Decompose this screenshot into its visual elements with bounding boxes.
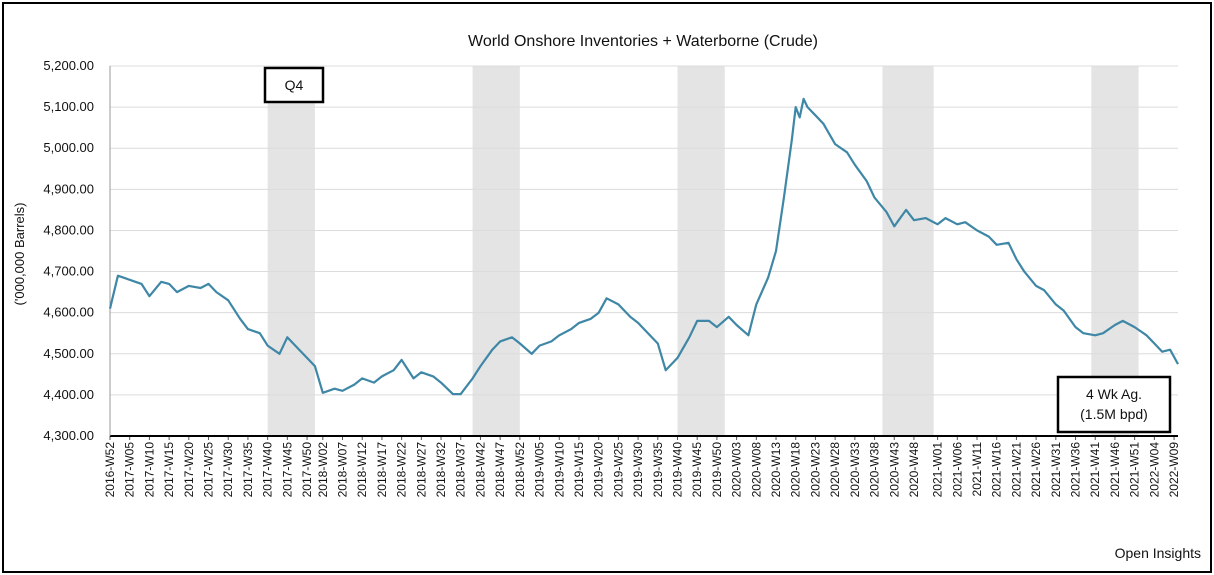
x-tick-label: 2018-W12: [355, 442, 369, 498]
x-tick-label: 2021-W01: [931, 442, 945, 498]
x-tick-label: 2020-W33: [848, 442, 862, 498]
horizontal-gridlines: [110, 65, 1178, 437]
x-tick-label: 2018-W22: [395, 442, 409, 498]
x-tick-label: 2017-W10: [142, 442, 156, 498]
y-tick-label: 4,900.00: [43, 181, 94, 196]
x-tick-label: 2020-W48: [907, 442, 921, 498]
x-tick-label: 2020-W43: [887, 442, 901, 498]
x-tick-label: 2020-W23: [808, 442, 822, 498]
x-tick-label: 2019-W30: [631, 442, 645, 498]
q4-annotation-label: Q4: [285, 77, 304, 93]
x-tick-label: 2018-W02: [316, 442, 330, 498]
x-tick-label: 2019-W45: [690, 442, 704, 498]
x-tick-label: 2021-W31: [1049, 442, 1063, 498]
y-tick-label: 5,100.00: [43, 99, 94, 114]
q4-shade-4: [1091, 66, 1139, 436]
x-tick-label: 2019-W05: [533, 442, 547, 498]
x-tick-label: 2018-W27: [414, 442, 428, 498]
x-tick-label: 2017-W35: [241, 442, 255, 498]
y-tick-label: 4,400.00: [43, 387, 94, 402]
y-tick-label: 5,000.00: [43, 140, 94, 155]
x-tick-label: 2019-W25: [611, 442, 625, 498]
y-tick-label: 4,300.00: [43, 428, 94, 443]
series-layer: [108, 97, 1179, 396]
x-tick-label: 2017-W40: [261, 442, 275, 498]
x-tick-label: 2021-W36: [1069, 442, 1083, 498]
x-tick-label: 2017-W50: [300, 442, 314, 498]
axes: [109, 66, 1178, 437]
x-tick-label: 2018-W47: [493, 442, 507, 498]
x-tick-label: 2017-W20: [182, 442, 196, 498]
x-tick-label: 2021-W46: [1108, 442, 1122, 498]
x-tick-label: 2017-W15: [162, 442, 176, 498]
y-tick-label: 4,600.00: [43, 305, 94, 320]
avg-annotation-line2: (1.5M bpd): [1080, 406, 1148, 422]
chart-title: World Onshore Inventories + Waterborne (…: [468, 33, 818, 50]
y-tick-label: 4,700.00: [43, 264, 94, 279]
x-tick-label: 2020-W13: [769, 442, 783, 498]
x-tick-label: 2019-W40: [670, 442, 684, 498]
x-tick-label: 2021-W21: [1009, 442, 1023, 498]
q4-shade-3: [882, 66, 934, 436]
x-tick-label: 2017-W30: [221, 442, 235, 498]
x-tick-label: 2021-W51: [1128, 442, 1142, 498]
x-tick-label: 2017-W25: [202, 442, 216, 498]
x-tick-label: 2018-W42: [473, 442, 487, 498]
x-tick-label: 2018-W07: [336, 442, 350, 498]
x-tick-label: 2018-W37: [454, 442, 468, 498]
q4-shade-1: [472, 66, 520, 436]
x-tick-label: 2019-W15: [572, 442, 586, 498]
x-tick-label: 2018-W17: [375, 442, 389, 498]
x-axis-tick-labels: 2016-W52 2017-W05 2017-W10 2017-W15 2017-W20…: [103, 436, 1181, 497]
x-tick-label: 2020-W38: [868, 442, 882, 498]
x-tick-label: 2020-W28: [828, 442, 842, 498]
x-tick-label: 2021-W41: [1088, 442, 1102, 498]
series-line-0: [108, 97, 1179, 396]
y-tick-label: 5,200.00: [43, 58, 94, 73]
x-tick-label: 2021-W16: [990, 442, 1004, 498]
q4-shade-2: [677, 66, 725, 436]
y-axis-label: ('000,000 Barrels): [12, 203, 27, 306]
x-tick-label: 2017-W05: [123, 442, 137, 498]
x-tick-label: 2021-W06: [950, 442, 964, 498]
y-tick-label: 4,500.00: [43, 346, 94, 361]
x-tick-label: 2016-W52: [103, 442, 117, 498]
avg-annotation-box: 4 Wk Ag. (1.5M bpd): [1056, 375, 1172, 434]
x-tick-label: 2017-W45: [280, 442, 294, 498]
source-label: Open Insights: [1115, 545, 1201, 561]
x-tick-label: 2020-W08: [749, 442, 763, 498]
x-tick-label: 2018-W52: [513, 442, 527, 498]
x-tick-label: 2019-W20: [592, 442, 606, 498]
q4-annotation-box: Q4: [263, 66, 325, 104]
x-tick-label: 2020-W18: [789, 442, 803, 498]
avg-annotation-line1: 4 Wk Ag.: [1086, 386, 1142, 402]
x-tick-label: 2019-W35: [651, 442, 665, 498]
x-tick-label: 2022-W09: [1167, 442, 1181, 498]
x-tick-label: 2018-W32: [434, 442, 448, 498]
y-tick-label: 4,800.00: [43, 222, 94, 237]
q4-shade-0: [267, 66, 315, 436]
y-axis-tick-labels: 4,300.00 4,400.00 4,500.00 4,600.00 4,700.00…: [43, 58, 94, 443]
x-tick-label: 2019-W50: [710, 442, 724, 498]
x-tick-label: 2020-W03: [730, 442, 744, 498]
x-tick-label: 2022-W04: [1147, 442, 1161, 498]
x-tick-label: 2021-W11: [970, 442, 984, 497]
x-tick-label: 2021-W26: [1029, 442, 1043, 498]
x-tick-label: 2019-W10: [552, 442, 566, 498]
q4-shaded-periods: [267, 66, 1139, 436]
